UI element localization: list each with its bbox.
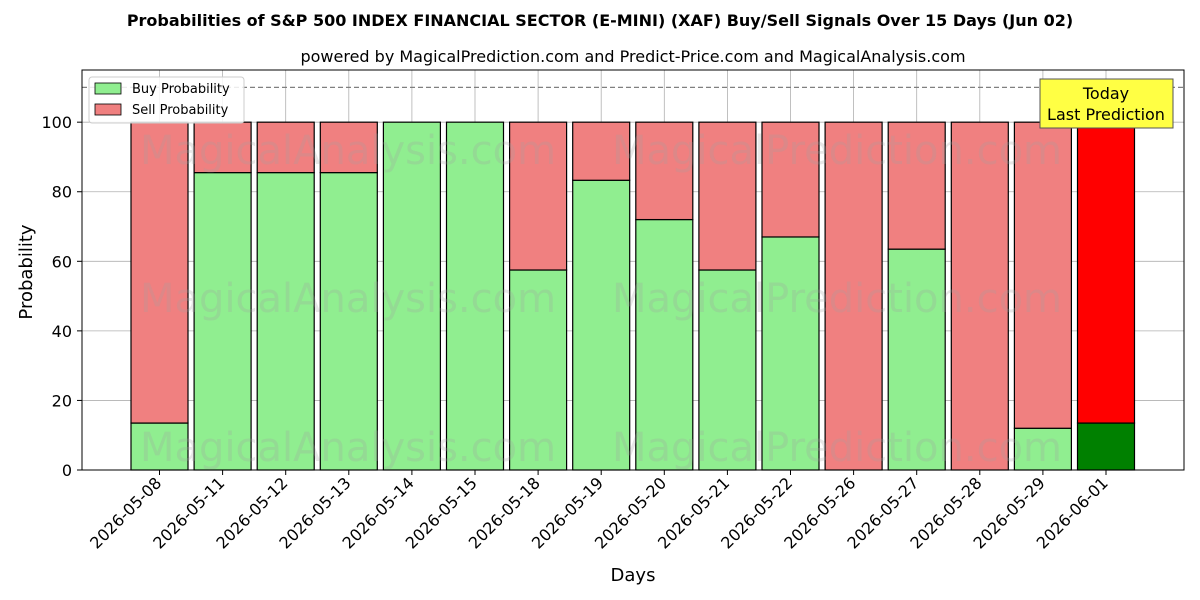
watermark-text: MagicalAnalysis.com: [140, 128, 556, 174]
bar-buy: [1076, 422, 1136, 471]
today-annotation-box: [1039, 78, 1174, 129]
y-tick-label: 60: [52, 252, 72, 271]
watermark-text: MagicalPrediction.com: [612, 425, 1062, 471]
legend-label-sell: Sell Probability: [132, 103, 229, 118]
y-tick-label: 40: [52, 322, 72, 341]
today-annotation-line1: Today: [1082, 84, 1129, 103]
bar-sell: [572, 121, 631, 181]
x-axis-label: Days: [611, 565, 656, 586]
bar-buy: [193, 172, 252, 471]
bar-sell: [635, 121, 694, 221]
bar-buy: [509, 269, 568, 471]
watermark-text: MagicalPrediction.com: [612, 276, 1062, 322]
y-axis: 0 20 40 60 80 100: [41, 113, 82, 480]
bar-sell: [256, 121, 315, 174]
bar-buy: [698, 269, 757, 471]
bar-sell: [887, 121, 946, 250]
bar-sell: [319, 121, 378, 174]
legend: Buy Probability Sell Probability: [88, 76, 245, 124]
bar-buy: [445, 121, 505, 471]
legend-swatch-buy: [94, 82, 122, 95]
bar-buy: [382, 121, 441, 471]
x-axis: 2026-05-082026-05-112026-05-122026-05-13…: [86, 470, 1112, 553]
bar-sell: [1076, 121, 1136, 424]
y-tick-label: 100: [41, 113, 72, 132]
bar-buy: [256, 172, 315, 471]
watermark-text: MagicalAnalysis.com: [140, 276, 556, 322]
bar-buy: [1013, 427, 1073, 471]
bar-sell: [950, 121, 1009, 471]
today-annotation: Today Last Prediction: [1039, 78, 1174, 129]
watermarks: MagicalAnalysis.com MagicalPrediction.com…: [140, 128, 1062, 471]
bar-sell: [698, 121, 757, 271]
bar-sell: [130, 121, 189, 424]
bar-sell: [509, 121, 568, 271]
legend-label-buy: Buy Probability: [132, 82, 230, 97]
watermark-text: MagicalAnalysis.com: [140, 425, 556, 471]
bar-buy: [887, 248, 946, 471]
bar-sell: [824, 121, 883, 471]
bar-buy: [635, 218, 694, 471]
bar-buy: [319, 172, 378, 471]
legend-box: [88, 76, 245, 124]
y-axis-label: Probability: [16, 224, 37, 319]
y-tick-label: 0: [62, 461, 72, 480]
legend-swatch-sell: [94, 103, 122, 116]
y-tick-label: 20: [52, 391, 72, 410]
y-tick-label: 80: [52, 183, 72, 202]
plot-frame: [81, 69, 1185, 471]
chart-subtitle: powered by MagicalPrediction.com and Pre…: [300, 47, 965, 66]
bar-buy: [761, 236, 820, 471]
bar-sell: [1013, 121, 1073, 429]
bar-sell: [761, 121, 820, 238]
chart-title: Probabilities of S&P 500 INDEX FINANCIAL…: [127, 11, 1073, 30]
today-annotation-line2: Last Prediction: [1047, 105, 1165, 124]
bars: [130, 121, 1136, 471]
watermark-text: MagicalPrediction.com: [612, 128, 1062, 174]
bar-buy: [572, 179, 631, 471]
